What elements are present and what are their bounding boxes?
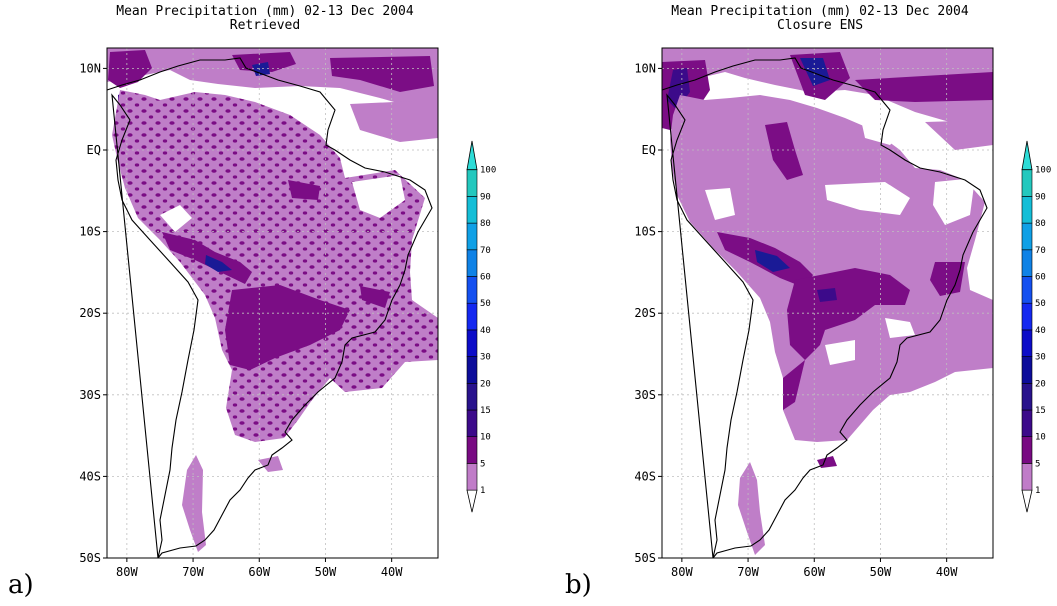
lat-label: EQ [87,143,101,157]
axis-labels: 10N EQ 10S 20S 30S 40S 50S 80W 70W 60W 50W 40W [634,61,958,579]
colorbar-segment [466,356,478,384]
colorbar-segment [466,222,478,251]
colorbar-segment [466,276,478,304]
colorbar-label: 30 [1035,353,1046,363]
colorbar-over-triangle [1021,140,1033,171]
colorbar-segment [1021,329,1033,357]
colorbar-segment [1021,356,1033,384]
colorbar-segment [1021,302,1033,331]
colorbar-segment [1021,436,1033,464]
map-subtitle: Closure ENS [776,18,864,33]
colorbar-label: 80 [480,219,491,229]
colorbar-label: 60 [1035,273,1046,283]
colorbar-segment [466,409,478,438]
colorbar-label: 80 [1035,219,1046,229]
coastline [106,57,433,559]
colorbar-label: 15 [480,406,491,416]
colorbar-label: 100 [1035,166,1051,176]
lat-label: 40S [634,469,656,483]
colorbar-label: 20 [480,379,491,389]
colorbar-label: 15 [1035,406,1046,416]
panel-closure-ens: Mean Precipitation (mm) 02-13 Dec 2004 C… [555,0,1057,606]
colorbar-label: 100 [480,166,496,176]
colorbar-label: 60 [480,273,491,283]
colorbar-label: 50 [480,299,491,309]
colorbar-segment [466,463,478,491]
lat-label: 40S [79,469,101,483]
lat-label: 10S [79,225,101,239]
colorbar-label: 20 [1035,379,1046,389]
lat-label: 30S [79,388,101,402]
colorbar-label: 10 [480,433,491,443]
colorbar-segment [466,169,478,197]
colorbar-segment [1021,382,1033,411]
colorbar-segment [1021,463,1033,491]
map-subtitle: Retrieved [229,18,301,33]
lon-label: 40W [381,565,403,579]
colorbar-label: 5 [480,459,485,469]
map-title: Mean Precipitation (mm) 02-13 Dec 2004 [671,4,969,19]
colorbar-label: 30 [480,353,491,363]
colorbar-label: 70 [1035,246,1046,256]
colorbar-segment [466,436,478,464]
colorbar-under-triangle [1021,489,1033,513]
lat-label: 30S [634,388,656,402]
colorbar-segment [466,329,478,357]
colorbar-segment [1021,276,1033,304]
panel-retrieved: Mean Precipitation (mm) 02-13 Dec 2004 R… [0,0,520,606]
colorbar-label: 40 [480,326,491,336]
lat-label: 20S [79,306,101,320]
axis-labels: 10N EQ 10S 20S 30S 40S 50S 80W 70W 60W 50W 40W [79,61,403,579]
colorbar-label: 5 [1035,459,1040,469]
coastline [661,57,988,559]
precip-field [662,48,993,555]
colorbar-segment [466,249,478,277]
graticule [107,48,438,558]
colorbar-segment [1021,409,1033,438]
colorbar-over-triangle [466,140,478,171]
lat-label: 10S [634,225,656,239]
colorbar-label: 10 [1035,433,1046,443]
colorbar-label: 50 [1035,299,1046,309]
lon-label: 50W [315,565,337,579]
panel-letter: a) [8,570,34,600]
colorbar-label: 40 [1035,326,1046,336]
panel-letter: b) [565,570,592,600]
colorbar-label: 1 [480,486,485,496]
lat-label: 50S [79,551,101,565]
colorbar-segment [466,196,478,224]
lat-label: 10N [79,61,101,75]
lon-label: 60W [248,565,270,579]
lat-label: 10N [634,61,656,75]
precip-field [107,48,438,552]
colorbar-label: 70 [480,246,491,256]
lon-label: 40W [936,565,958,579]
lon-label: 60W [803,565,825,579]
lon-label: 50W [870,565,892,579]
colorbar-segment [1021,196,1033,224]
graticule [662,48,993,558]
colorbar-segment [1021,222,1033,251]
colorbar-label: 1 [1035,486,1040,496]
colorbar-label: 90 [1035,192,1046,202]
map-title: Mean Precipitation (mm) 02-13 Dec 2004 [116,4,414,19]
lon-label: 70W [182,565,204,579]
lon-label: 80W [671,565,693,579]
lat-label: 50S [634,551,656,565]
colorbar-segment [466,382,478,411]
colorbar-label: 90 [480,192,491,202]
colorbar-segment [1021,169,1033,197]
lon-label: 70W [737,565,759,579]
colorbar-segment [1021,249,1033,277]
colorbar-segment [466,302,478,331]
colorbar-under-triangle [466,489,478,513]
lat-label: 20S [634,306,656,320]
lat-label: EQ [642,143,656,157]
lon-label: 80W [116,565,138,579]
